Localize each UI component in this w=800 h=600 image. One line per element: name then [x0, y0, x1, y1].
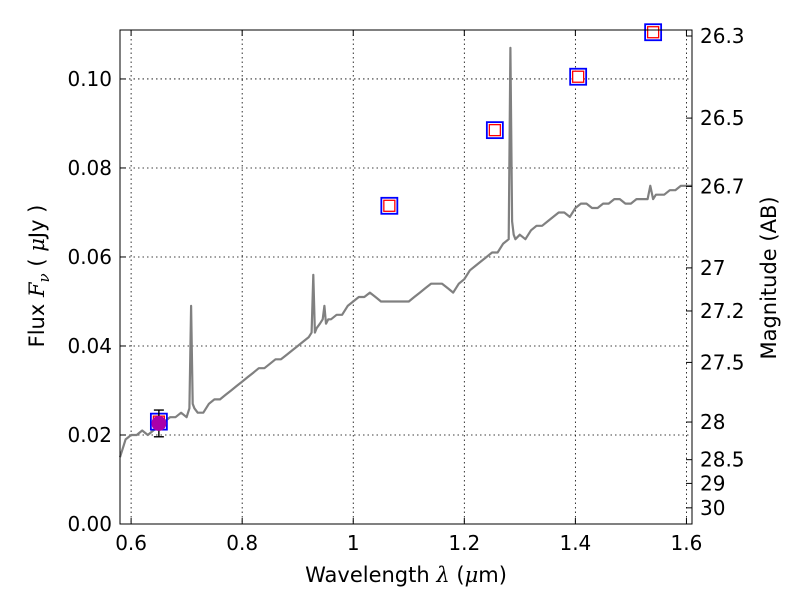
axis-ticks: 0.8 1 1.2 1.4 1.6 0.00 0.02 0.04 0.06 0.08 0.10 26.… [67, 24, 744, 555]
photometry-square-outer [380, 196, 399, 215]
y-tick-label: 0.06 [67, 245, 112, 269]
y-axis-label: Flux Fν ( μJy ) [25, 205, 53, 348]
photometry-square-inner [488, 123, 502, 137]
y-tick-label: 0.02 [67, 423, 112, 447]
y2-tick-label: 30 [700, 496, 725, 520]
spectrum-line [118, 46, 692, 458]
y-tick-label: 0.04 [67, 334, 112, 358]
y2-tick-label: 26.5 [700, 106, 745, 130]
y2-tick-label: 27.2 [700, 299, 745, 323]
y2-tick-label: 29 [700, 471, 725, 495]
y2-tick-label: 27 [700, 256, 725, 280]
photometry-square-outer [485, 121, 504, 140]
x-tick-label: 1 [347, 531, 360, 555]
photometry-square-inner [646, 26, 660, 39]
y2-tick-label: 26.3 [700, 24, 745, 48]
x-tick-label: 0.8 [226, 531, 258, 555]
y2-tick-label: 26.7 [700, 174, 745, 198]
photometry-series [149, 23, 663, 438]
y2-tick-label: 28.5 [700, 448, 745, 472]
y2-tick-label: 28 [700, 410, 725, 434]
plot-frame [119, 29, 693, 525]
x-tick-label: 1.4 [559, 531, 591, 555]
x-axis-label: Wavelength λ (μm) [305, 563, 507, 587]
x-tick-label: 0.6 [115, 531, 147, 555]
detection-point [151, 415, 167, 431]
x-tick-label: 1.2 [448, 531, 480, 555]
photometry-square-outer [569, 67, 588, 86]
y-tick-label: 0.08 [67, 156, 112, 180]
y2-tick-label: 27.5 [700, 350, 745, 374]
photometry-square-inner [572, 70, 585, 83]
photometry-square-outer [644, 23, 663, 42]
spectrum-series [118, 46, 692, 458]
photometry-square-inner [383, 199, 396, 212]
y-tick-label: 0.10 [67, 67, 112, 91]
x-tick-label: 1.6 [671, 531, 703, 555]
y-tick-label: 0.00 [67, 512, 112, 536]
y2-axis-label: Magnitude (AB) [757, 196, 781, 359]
